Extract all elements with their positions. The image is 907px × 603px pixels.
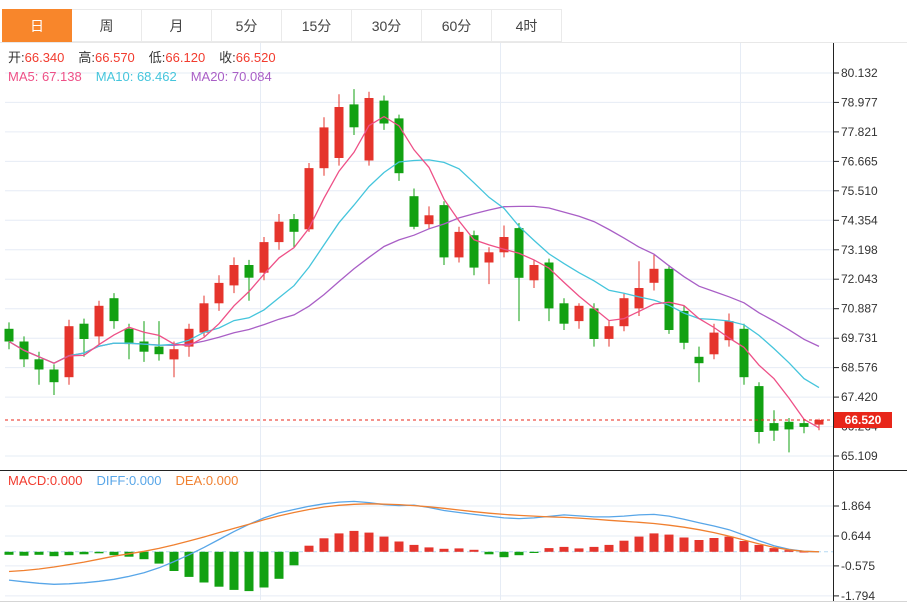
ma5-label: MA5: bbox=[8, 69, 39, 84]
svg-text:74.354: 74.354 bbox=[841, 213, 878, 227]
macd-label: MACD: bbox=[8, 473, 50, 488]
svg-text:70.887: 70.887 bbox=[841, 302, 878, 316]
period-tab-6[interactable]: 60分 bbox=[422, 9, 492, 42]
high-value: 66.570 bbox=[95, 50, 135, 65]
close-label: 收: bbox=[219, 50, 236, 65]
svg-text:65.109: 65.109 bbox=[841, 449, 878, 463]
svg-text:0.644: 0.644 bbox=[841, 529, 871, 543]
macd-histogram bbox=[4, 530, 809, 592]
macd-readout: MACD:0.000 DIFF:0.000 DEA:0.000 bbox=[8, 473, 238, 488]
diff-field: DIFF:0.000 bbox=[96, 473, 161, 488]
svg-text:78.977: 78.977 bbox=[841, 95, 878, 109]
ohlc-readout: 开:66.340 高:66.570 低:66.120 收:66.520 bbox=[8, 47, 276, 66]
period-tab-3[interactable]: 5分 bbox=[212, 9, 282, 42]
candles bbox=[4, 89, 824, 453]
ma10-label: MA10: bbox=[95, 69, 134, 84]
ma5-line bbox=[8, 115, 820, 429]
svg-text:1.864: 1.864 bbox=[841, 499, 871, 513]
ma10-line bbox=[8, 159, 820, 389]
open-label: 开: bbox=[8, 50, 25, 65]
close-field: 收:66.520 bbox=[219, 47, 275, 66]
low-field: 低:66.120 bbox=[149, 47, 205, 66]
ma20-value: 70.084 bbox=[231, 69, 272, 84]
grid-lines bbox=[5, 43, 833, 600]
close-value: 66.520 bbox=[235, 50, 276, 65]
low-value: 66.120 bbox=[165, 50, 206, 65]
dea-line bbox=[8, 503, 820, 573]
ma-readout: MA5: 67.138 MA10: 68.462 MA20: 70.084 bbox=[8, 69, 272, 84]
period-tab-bar: 日周月 5分 15分 30分 60分 4时 bbox=[0, 0, 907, 43]
dea-field: DEA:0.000 bbox=[175, 473, 238, 488]
open-field: 开:66.340 bbox=[8, 47, 64, 66]
period-tab-7[interactable]: 4时 bbox=[492, 9, 562, 42]
high-field: 高:66.570 bbox=[78, 47, 134, 66]
svg-text:75.510: 75.510 bbox=[841, 184, 878, 198]
svg-text:69.731: 69.731 bbox=[841, 331, 878, 345]
svg-text:80.132: 80.132 bbox=[841, 66, 878, 80]
period-tab-4[interactable]: 15分 bbox=[282, 9, 352, 42]
svg-text:76.665: 76.665 bbox=[841, 154, 878, 168]
svg-text:-1.794: -1.794 bbox=[841, 589, 875, 603]
diff-label: DIFF: bbox=[96, 473, 129, 488]
period-tab-2[interactable]: 月 bbox=[142, 9, 212, 42]
dea-value: 0.000 bbox=[205, 473, 239, 488]
svg-text:66.520: 66.520 bbox=[845, 413, 882, 427]
ma20-label: MA20: bbox=[190, 69, 229, 84]
svg-text:72.043: 72.043 bbox=[841, 272, 878, 286]
svg-text:68.576: 68.576 bbox=[841, 361, 878, 375]
ma10-field: MA10: 68.462 bbox=[96, 69, 177, 84]
current-price-badge: 66.520 bbox=[834, 412, 892, 428]
period-tab-5[interactable]: 30分 bbox=[352, 9, 422, 42]
svg-text:-0.575: -0.575 bbox=[841, 559, 875, 573]
dea-label: DEA: bbox=[175, 473, 206, 488]
open-value: 66.340 bbox=[24, 50, 65, 65]
period-tab-1[interactable]: 周 bbox=[72, 9, 142, 42]
ma20-field: MA20: 70.084 bbox=[191, 69, 272, 84]
low-label: 低: bbox=[148, 50, 166, 65]
price-axis-labels: 80.132 78.977 77.821 76.665 75.510 74.354 73.1… bbox=[833, 66, 878, 603]
ma5-field: MA5: 67.138 bbox=[8, 69, 82, 84]
macd-value: 0.000 bbox=[49, 473, 83, 488]
period-tab-0[interactable]: 日 bbox=[2, 9, 72, 42]
svg-text:77.821: 77.821 bbox=[841, 125, 878, 139]
ma10-value: 68.462 bbox=[136, 69, 177, 84]
svg-text:67.420: 67.420 bbox=[841, 390, 878, 404]
ma5-value: 67.138 bbox=[41, 69, 82, 84]
svg-text:73.198: 73.198 bbox=[841, 243, 878, 257]
diff-value: 0.000 bbox=[128, 473, 162, 488]
high-label: 高: bbox=[78, 50, 96, 65]
macd-field: MACD:0.000 bbox=[8, 473, 82, 488]
